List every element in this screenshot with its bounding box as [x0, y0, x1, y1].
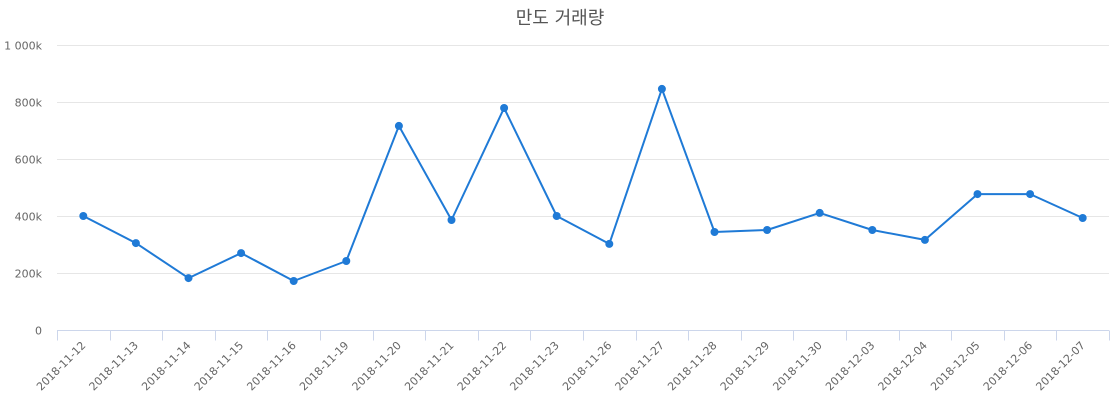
data-point-marker[interactable] [394, 121, 403, 130]
x-tick-label: 2018-12-03 [823, 339, 877, 393]
data-point-marker[interactable] [657, 84, 666, 93]
x-tick-label: 2018-12-04 [876, 339, 930, 393]
x-tick-label: 2018-11-22 [455, 339, 509, 393]
x-axis: 2018-11-122018-11-132018-11-142018-11-15… [34, 330, 1110, 393]
data-point-marker[interactable] [815, 208, 824, 217]
x-tick-label: 2018-11-29 [718, 339, 772, 393]
data-point-marker[interactable] [500, 104, 509, 112]
data-point-marker[interactable] [763, 226, 772, 234]
data-point-marker[interactable] [184, 274, 193, 283]
data-point-marker[interactable] [1078, 214, 1087, 222]
y-tick-label: 800k [15, 97, 43, 110]
data-point-marker[interactable] [552, 212, 561, 220]
x-tick-label: 2018-11-23 [507, 339, 561, 393]
y-tick-label: 1 000k [4, 40, 42, 53]
y-tick-label: 0 [35, 325, 42, 338]
x-tick-label: 2018-12-05 [928, 339, 982, 393]
y-gridlines [57, 45, 1109, 274]
series-volume [79, 84, 1087, 285]
data-point-marker[interactable] [868, 226, 877, 234]
x-tick-label: 2018-11-12 [34, 339, 88, 393]
x-tick-label: 2018-11-21 [402, 339, 456, 393]
data-point-marker[interactable] [1026, 190, 1035, 199]
x-tick-label: 2018-11-30 [770, 339, 824, 393]
x-tick-label: 2018-11-13 [87, 339, 141, 393]
data-point-marker[interactable] [79, 212, 88, 220]
x-tick-label: 2018-11-26 [560, 339, 614, 393]
data-point-marker[interactable] [920, 235, 929, 244]
data-point-marker[interactable] [131, 239, 140, 248]
data-point-marker[interactable] [237, 249, 246, 258]
x-tick-label: 2018-11-14 [139, 339, 193, 393]
x-tick-label: 2018-12-07 [1033, 339, 1087, 393]
data-point-marker[interactable] [447, 216, 456, 224]
y-axis-labels: 0 200k 400k 600k 800k 1 000k [4, 40, 42, 338]
y-tick-label: 600k [15, 154, 43, 167]
data-point-marker[interactable] [605, 239, 614, 248]
data-point-marker[interactable] [289, 277, 298, 285]
chart-title: 만도 거래량 [516, 8, 605, 29]
data-point-marker[interactable] [710, 228, 719, 236]
x-tick-label: 2018-11-20 [350, 339, 404, 393]
x-tick-label: 2018-11-19 [297, 339, 351, 393]
x-tick-label: 2018-11-16 [244, 339, 298, 393]
series-line [82, 87, 1084, 282]
x-tick-label: 2018-11-28 [665, 339, 719, 393]
y-tick-label: 400k [15, 211, 43, 224]
data-point-marker[interactable] [342, 257, 351, 265]
x-tick-label: 2018-11-27 [613, 339, 667, 393]
data-point-marker[interactable] [973, 190, 982, 199]
x-tick-label: 2018-11-15 [192, 339, 246, 393]
x-tick-label: 2018-12-06 [981, 339, 1035, 393]
y-tick-label: 200k [15, 268, 43, 281]
